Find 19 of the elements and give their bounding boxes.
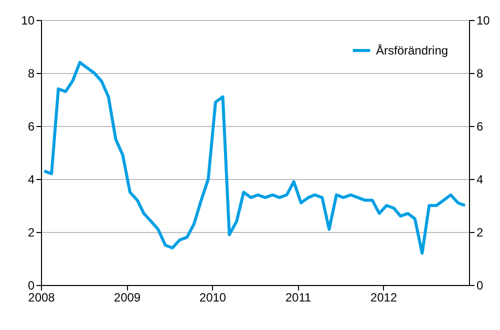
- y2-tick-label: 4: [476, 172, 484, 186]
- y-tick-label: 10: [21, 14, 35, 28]
- y-tick-label: 4: [28, 172, 35, 186]
- legend-label: Årsförändring: [376, 44, 448, 58]
- x-tick-label: 2010: [199, 290, 226, 304]
- line-series: [42, 60, 467, 255]
- y-tick-label: 6: [28, 120, 35, 134]
- x-tick-label: 2011: [285, 290, 312, 304]
- y2-tick-label: 0: [476, 278, 484, 292]
- x-tick-label: 2008: [28, 290, 56, 304]
- y-tick-label: 2: [28, 226, 35, 240]
- y-tick-label: 8: [28, 66, 35, 80]
- y2-tick-label: 8: [476, 66, 484, 80]
- x-tick-label: 2012: [370, 290, 398, 304]
- y2-tick-label: 10: [476, 14, 490, 28]
- y2-tick-label: 6: [476, 120, 484, 134]
- x-tick-label: 2009: [114, 290, 141, 304]
- y-tick-label: 0: [28, 278, 35, 292]
- y2-tick-label: 2: [476, 226, 484, 240]
